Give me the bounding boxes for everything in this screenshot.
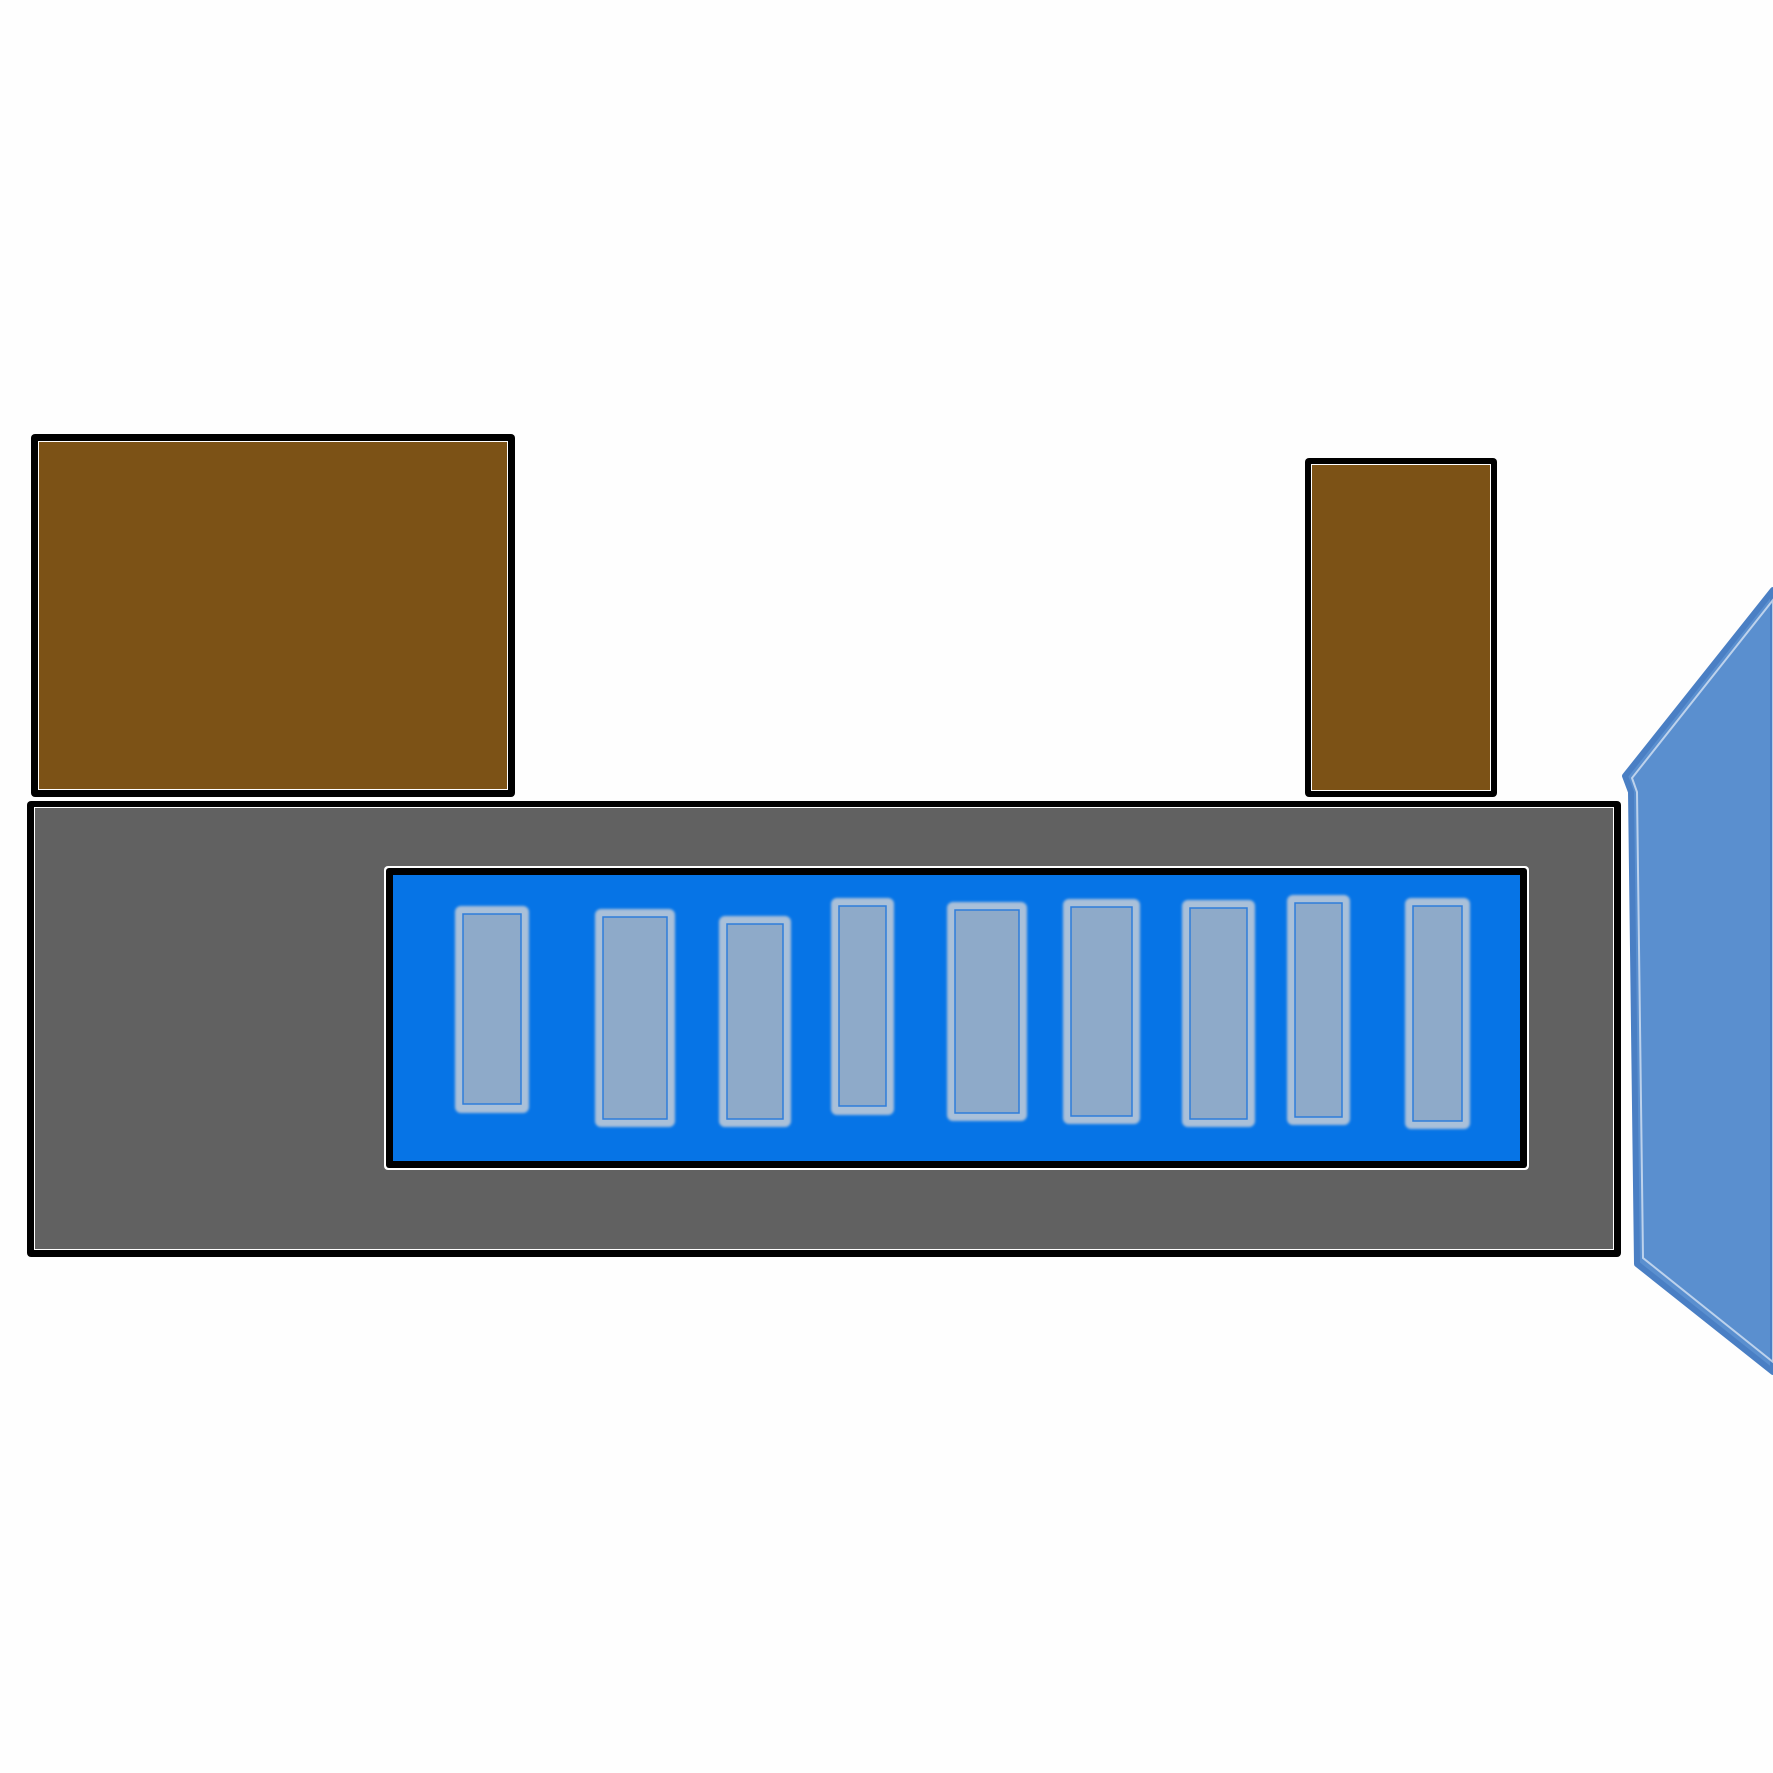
slot-8: [1287, 895, 1350, 1125]
right-brown-block-fill: [1312, 465, 1490, 790]
blue-polygon: [1622, 587, 1773, 1375]
slot-5: [947, 902, 1027, 1121]
slot-6: [1063, 899, 1140, 1124]
left-brown-block: [31, 434, 515, 797]
slot-3: [719, 916, 791, 1127]
left-brown-block-fill: [39, 442, 507, 789]
slot-4: [831, 898, 894, 1115]
slot-group: [455, 895, 1470, 1129]
right-brown-block: [1305, 458, 1497, 797]
slot-7: [1182, 900, 1255, 1127]
slot-9: [1405, 898, 1470, 1129]
slot-1: [455, 906, 529, 1113]
slot-2: [595, 909, 675, 1127]
